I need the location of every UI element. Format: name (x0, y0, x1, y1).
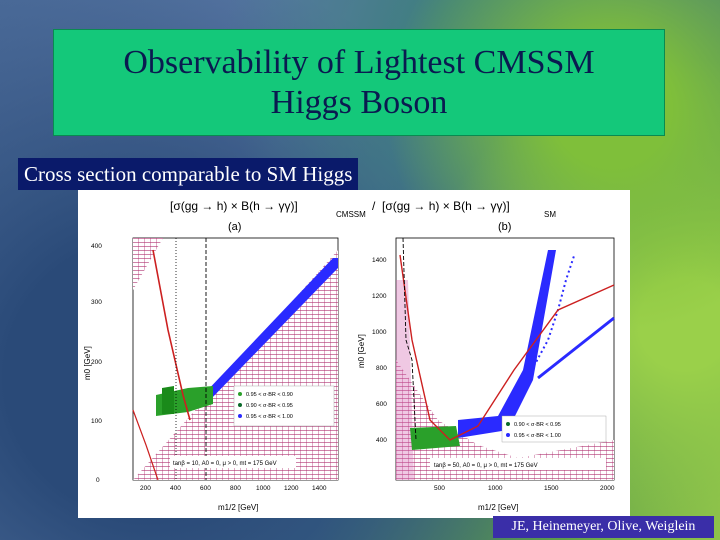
panel-b-caption: tanβ = 50, A0 = 0, μ > 0, mt = 175 GeV (434, 463, 538, 469)
panel-a-label: (a) (228, 221, 241, 233)
panel-b-ytick-400: 400 (376, 437, 387, 444)
panel-a-caption-box (170, 456, 296, 468)
panel-a-green-core (162, 386, 174, 414)
panel-a-legend-marker-1 (238, 392, 242, 396)
panel-b-caption-box (430, 458, 606, 470)
panel-b-ytick-1400: 1400 (372, 257, 387, 264)
panel-a-blue-band (203, 258, 338, 402)
panel-b-ylabel: m0 [GeV] (357, 334, 366, 368)
panel-b-label: (b) (498, 221, 511, 233)
panel-a-legend-2: 0.90 < σ·BR < 0.95 (246, 403, 293, 409)
panel-b-green-band (410, 426, 460, 450)
panel-a-excluded-corner (133, 238, 163, 290)
panel-a-xlabel: m1/2 [GeV] (218, 503, 258, 512)
panel-b-xtick-500: 500 (434, 485, 445, 492)
panel-b-legend-2: 0.95 < σ·BR < 1.00 (514, 433, 561, 439)
panel-b-ytick-600: 600 (376, 401, 387, 408)
panel-b-xtick-2000: 2000 (600, 485, 615, 492)
panel-a-ylabel: m0 [GeV] (83, 346, 92, 380)
panel-a-ytick-100: 100 (91, 418, 102, 425)
panel-b-legend-box (501, 415, 607, 443)
formula-right-sub: SM (544, 210, 556, 219)
panel-b-xlabel: m1/2 [GeV] (478, 503, 518, 512)
panel-a-ytick-400: 400 (91, 243, 102, 250)
panel-a-legend-3: 0.95 < σ·BR < 1.00 (246, 414, 293, 420)
panel-b-excluded-region (396, 360, 614, 480)
panel-b-blue-line (537, 316, 615, 380)
panel-a-red-line (152, 249, 191, 421)
panel-b-pink-region (396, 280, 414, 480)
panel-a-legend-marker-3 (238, 414, 242, 418)
panel-a-legend-1: 0.95 < σ·BR < 0.90 (246, 392, 293, 398)
author-credit: JE, Heinemeyer, Olive, Weiglein (493, 516, 714, 538)
panel-b-ytick-1200: 1200 (372, 293, 387, 300)
panel-a: 0.95 < σ·BR < 0.90 0.90 < σ·BR < 0.95 0.… (83, 237, 339, 512)
panel-b-blue-band (458, 250, 556, 438)
figure-svg: [σ(gg → h) × B(h → γγ)] CMSSM / [σ(gg → … (83, 199, 615, 512)
panel-a-xtick-800: 800 (230, 485, 241, 492)
formula-left: [σ(gg → h) × B(h → γγ)] (170, 199, 298, 213)
figure-panel: [σ(gg → h) × B(h → γγ)] CMSSM / [σ(gg → … (78, 190, 630, 518)
panel-a-ytick-300: 300 (91, 299, 102, 306)
panel-a-legend-box (233, 385, 335, 427)
panel-b-xtick-1500: 1500 (544, 485, 559, 492)
slide-title-line1: Observability of Lightest CMSSM (123, 43, 595, 81)
slide-title-box: Observability of Lightest CMSSM Higgs Bo… (53, 29, 665, 136)
slide-subtitle: Cross section comparable to SM Higgs (18, 158, 359, 190)
formula-right: [σ(gg → h) × B(h → γγ)] (382, 199, 510, 213)
panel-a-xtick-200: 200 (140, 485, 151, 492)
panel-a-xtick-1400: 1400 (312, 485, 327, 492)
formula-slash: / (372, 199, 376, 213)
panel-a-legend-marker-2 (238, 403, 242, 407)
formula-left-sub: CMSSM (336, 210, 366, 219)
panel-a-red-line-lower (132, 409, 159, 481)
panel-b-legend-1: 0.90 < σ·BR < 0.95 (514, 422, 561, 428)
panel-b-red-line (399, 254, 615, 441)
panel-b-legend-marker-1 (506, 422, 510, 426)
panel-b-legend-marker-2 (506, 433, 510, 437)
panel-a-caption: tanβ = 10, A0 = 0, μ > 0, mt = 175 GeV (173, 461, 277, 467)
panel-a-ytick-200: 200 (91, 359, 102, 366)
slide-title-line2: Higgs Boson (270, 83, 448, 121)
panel-b: 0.90 < σ·BR < 0.95 0.95 < σ·BR < 1.00 ta… (357, 237, 615, 512)
panel-a-xtick-400: 400 (170, 485, 181, 492)
panel-b-dashed-line (402, 237, 417, 441)
panel-a-xtick-1200: 1200 (284, 485, 299, 492)
panel-a-xtick-600: 600 (200, 485, 211, 492)
panel-a-ytick-0: 0 (96, 477, 100, 484)
panel-b-xtick-1000: 1000 (488, 485, 503, 492)
panel-b-ytick-800: 800 (376, 365, 387, 372)
panel-b-ytick-1000: 1000 (372, 329, 387, 336)
panel-a-xtick-1000: 1000 (256, 485, 271, 492)
